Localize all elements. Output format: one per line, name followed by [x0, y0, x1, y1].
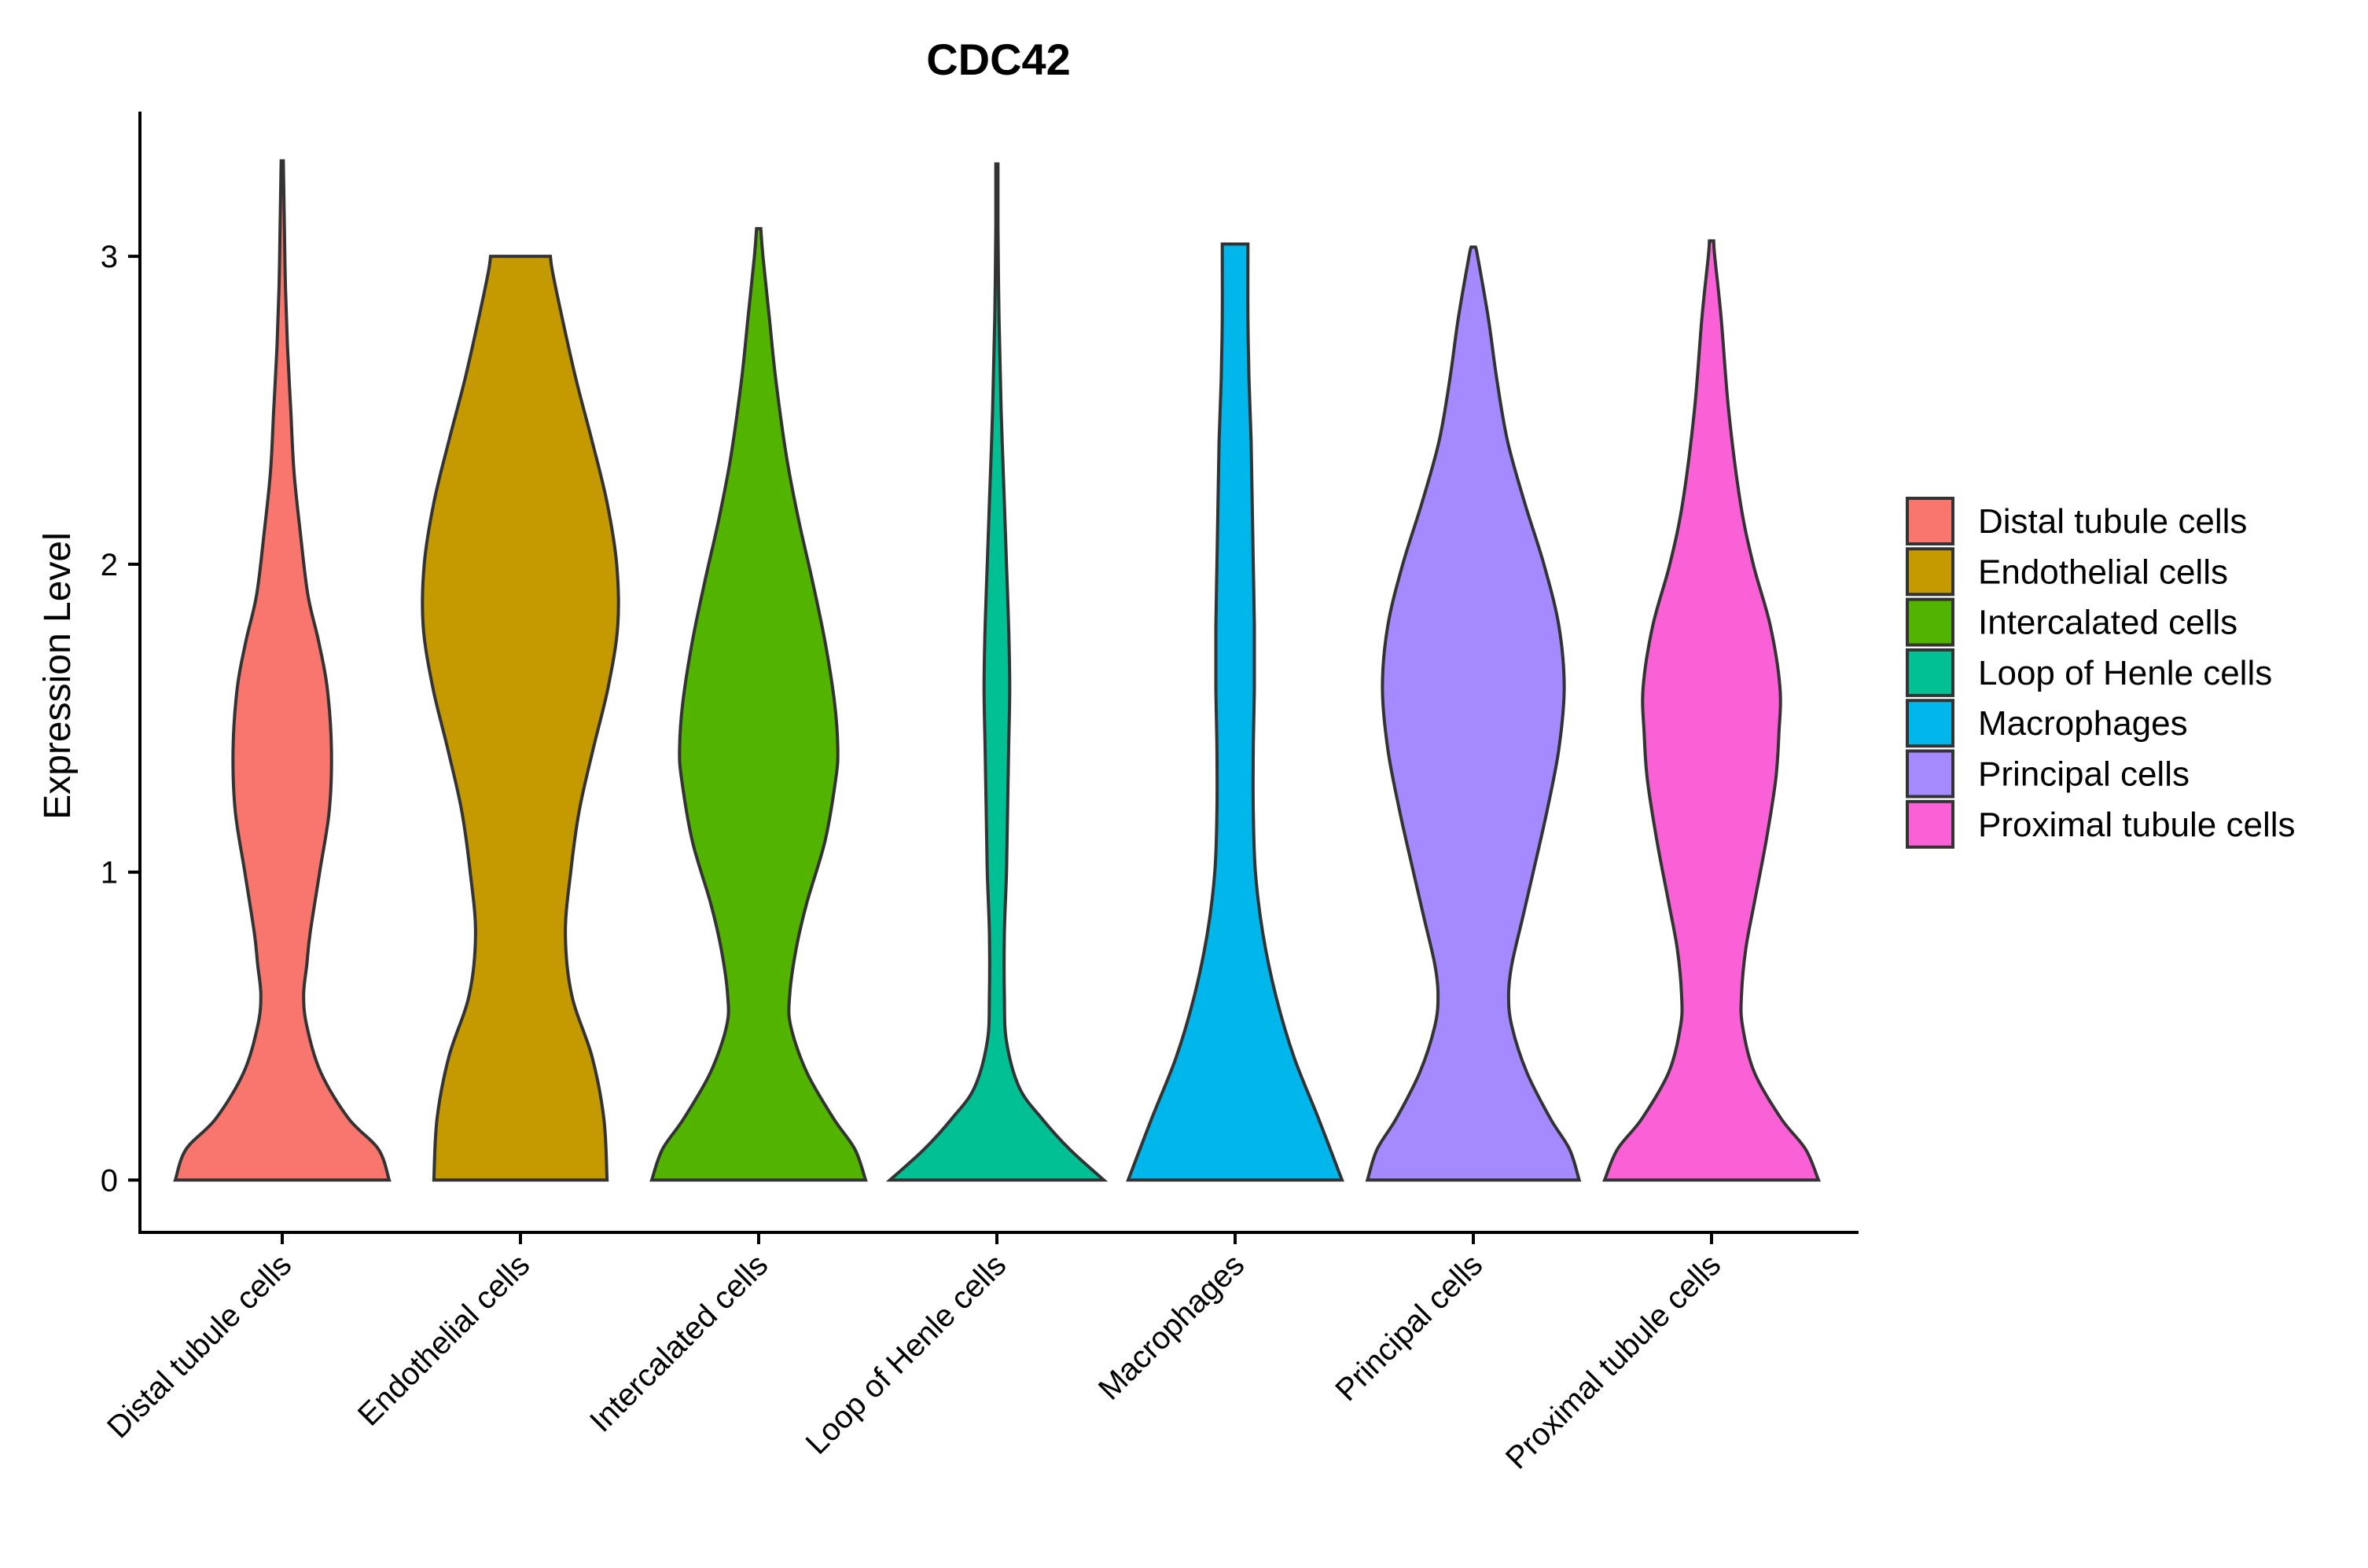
legend-key-principal-cells — [1906, 749, 1954, 799]
y-axis-title: Expression Level — [37, 532, 79, 820]
legend-key-distal-tubule-cells — [1906, 497, 1954, 545]
x-tick-label-distal-tubule-cells: Distal tubule cells — [101, 1247, 298, 1445]
violin-distal-tubule-cells — [173, 159, 392, 1182]
x-tick-label-intercalated-cells: Intercalated cells — [583, 1247, 774, 1438]
y-tick-label: 0 — [101, 1163, 118, 1198]
x-ticks: Distal tubule cells Endothelial cells Inte… — [101, 1232, 1727, 1476]
violin-principal-cells — [1365, 245, 1582, 1182]
legend-label-principal-cells: Principal cells — [1978, 755, 2190, 794]
legend-label-proximal-tubule-cells: Proximal tubule cells — [1978, 806, 2296, 844]
y-tick-label: 1 — [101, 856, 118, 890]
y-ticks: 0 1 2 3 — [101, 240, 140, 1198]
x-tick-label-principal-cells: Principal cells — [1329, 1247, 1489, 1408]
legend-label-macrophages: Macrophages — [1978, 704, 2188, 743]
legend-key-macrophages — [1906, 699, 1954, 748]
legend-label-distal-tubule-cells: Distal tubule cells — [1978, 502, 2247, 541]
violin-proximal-tubule-cells — [1602, 239, 1821, 1182]
x-tick-label-endothelial-cells: Endothelial cells — [351, 1247, 537, 1433]
legend-key-proximal-tubule-cells — [1906, 799, 1954, 849]
legend-label-loop-of-henle-cells: Loop of Henle cells — [1978, 654, 2272, 692]
legend: Distal tubule cells Endothelial cells Inte… — [1906, 497, 2296, 849]
legend-key-endothelial-cells — [1906, 547, 1954, 597]
violins — [173, 159, 1821, 1182]
chart-title: CDC42 — [926, 35, 1071, 84]
legend-key-intercalated-cells — [1906, 597, 1954, 647]
violin-endothelial-cells — [421, 255, 620, 1182]
violin-macrophages — [1126, 242, 1344, 1182]
x-tick-label-proximal-tubule-cells: Proximal tubule cells — [1499, 1247, 1727, 1475]
legend-label-endothelial-cells: Endothelial cells — [1978, 553, 2228, 591]
violin-intercalated-cells — [649, 226, 868, 1182]
violin-loop-of-henle-cells — [885, 162, 1109, 1182]
x-tick-label-macrophages: Macrophages — [1092, 1247, 1251, 1406]
legend-key-loop-of-henle-cells — [1906, 648, 1954, 697]
x-tick-label-loop-of-henle-cells: Loop of Henle cells — [800, 1247, 1013, 1461]
y-tick-label: 3 — [101, 240, 118, 274]
legend-label-intercalated-cells: Intercalated cells — [1978, 604, 2237, 642]
y-tick-label: 2 — [101, 548, 118, 582]
